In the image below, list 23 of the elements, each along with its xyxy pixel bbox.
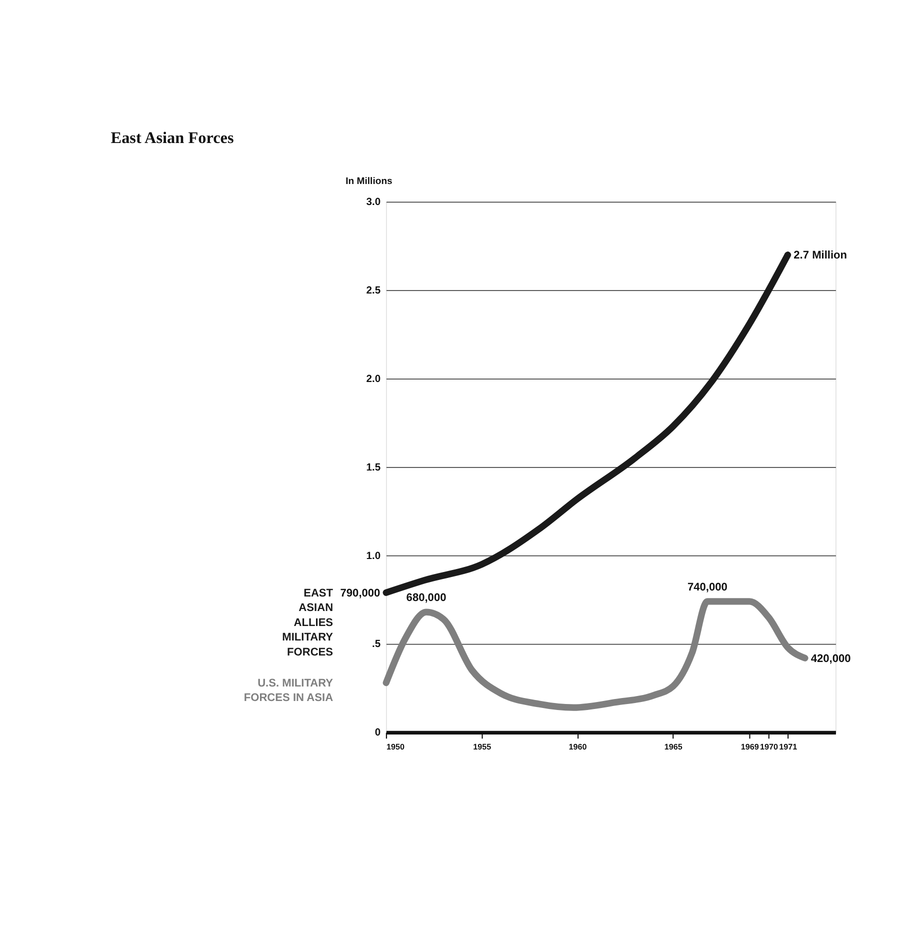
y-tick-label: 3.0	[366, 197, 381, 208]
x-tick-label: 1970	[760, 742, 778, 752]
x-tick-label: 1971	[779, 742, 798, 752]
x-tick-label: 1960	[568, 742, 588, 752]
x-tick-label: 1965	[664, 742, 683, 752]
y-tick-label: 1.5	[366, 462, 381, 474]
y-tick-label: 0	[374, 728, 381, 739]
y-tick-label: 1.0	[366, 550, 381, 562]
text: U.S. MILITARY FORCES IN ASIA	[244, 678, 334, 704]
annotation: 680,000	[406, 592, 446, 604]
text: EAST ASIAN ALLIES MILITARY FORCES	[282, 587, 334, 658]
x-tick-label: 1955	[473, 742, 492, 752]
annotation: 790,000	[340, 587, 380, 600]
y-tick-label: .5	[372, 639, 381, 650]
annotation: 740,000	[687, 581, 728, 594]
annotation: 2.7 Million	[794, 250, 848, 262]
y-tick-label: 2.5	[366, 286, 381, 297]
x-tick-label: 1950	[386, 742, 405, 752]
y-tick-label: 2.0	[366, 374, 381, 385]
x-tick-label: 1969	[740, 742, 760, 752]
text: East Asian Forces	[110, 128, 234, 147]
y-axis-title: In Millions	[346, 176, 392, 187]
annotation: 420,000	[810, 652, 851, 665]
